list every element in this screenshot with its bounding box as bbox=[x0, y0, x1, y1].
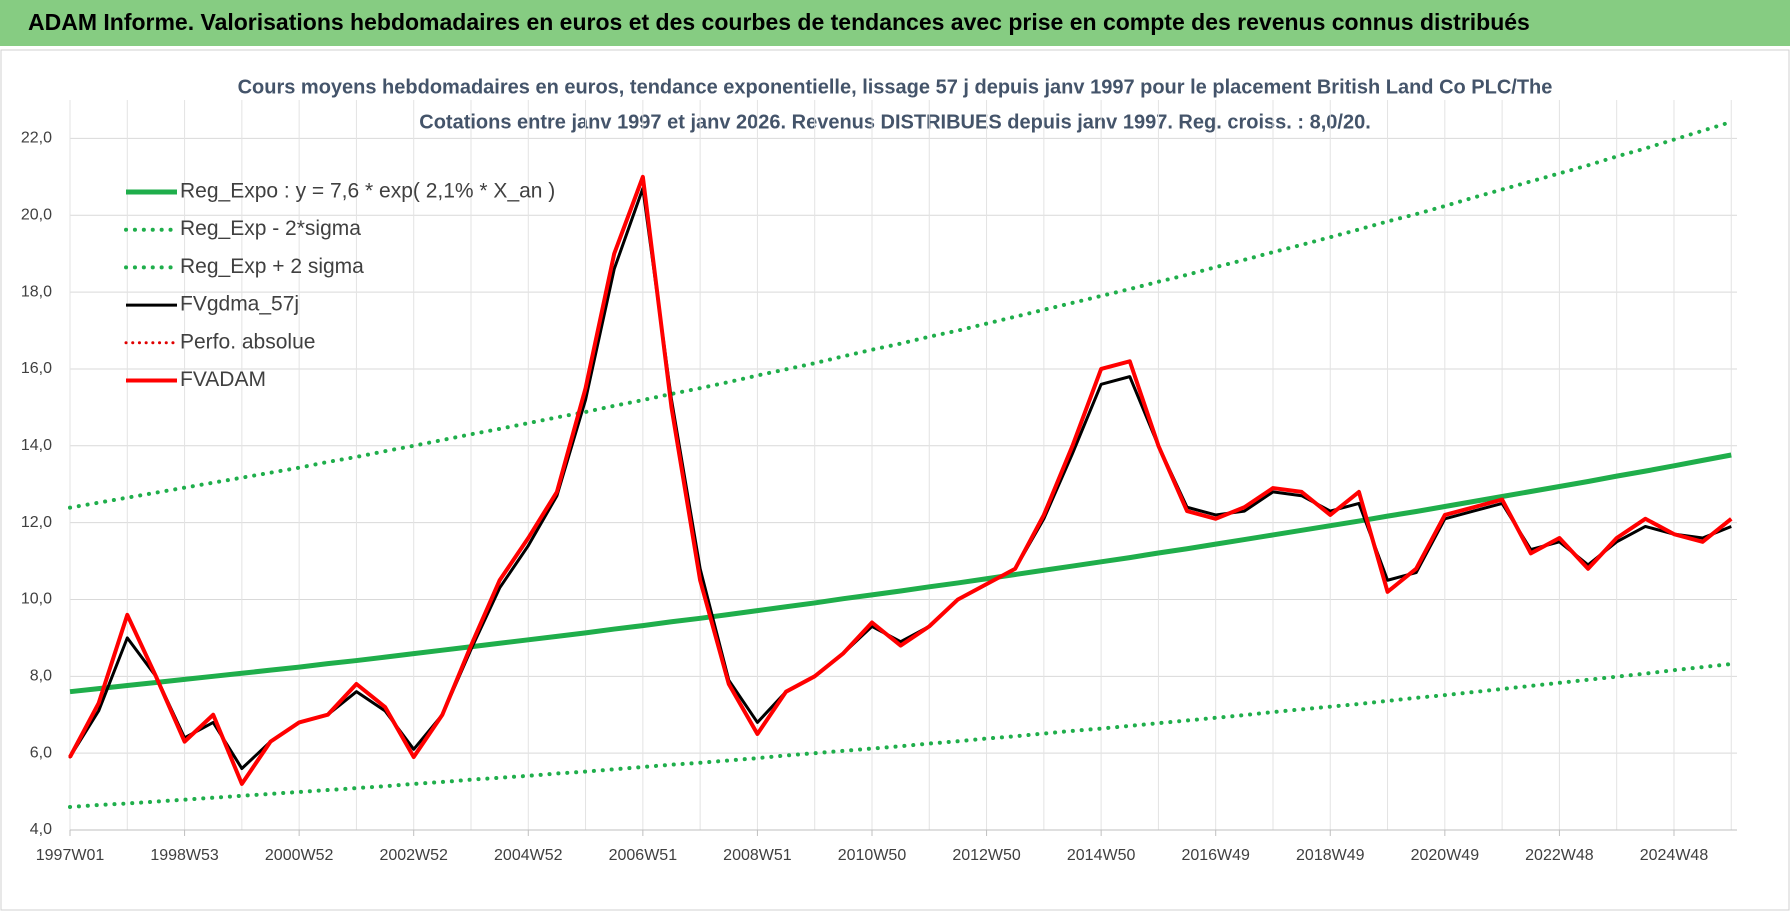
y-tick-label: 4,0 bbox=[30, 821, 52, 838]
x-tick-label: 2004W52 bbox=[494, 847, 563, 864]
x-tick-label: 1997W01 bbox=[36, 847, 105, 864]
x-tick-label: 1998W53 bbox=[150, 847, 219, 864]
y-tick-label: 12,0 bbox=[21, 514, 52, 531]
series-line bbox=[68, 119, 1734, 510]
x-tick-label: 2018W49 bbox=[1296, 847, 1365, 864]
series-line bbox=[68, 186, 1732, 771]
x-tick-label: 2016W49 bbox=[1181, 847, 1250, 864]
x-tick-label: 2010W50 bbox=[838, 847, 907, 864]
x-tick-label: 2024W48 bbox=[1640, 847, 1709, 864]
x-tick-label: 2008W51 bbox=[723, 847, 792, 864]
legend-label: FVgdma_57j bbox=[180, 293, 299, 316]
chart-frame bbox=[0, 49, 1790, 911]
legend-label: Reg_Exp - 2*sigma bbox=[180, 217, 361, 240]
y-tick-label: 14,0 bbox=[21, 437, 52, 454]
legend-label: Reg_Expo : y = 7,6 * exp( 2,1% * X_an ) bbox=[180, 180, 555, 203]
x-tick-label: 2022W48 bbox=[1525, 847, 1594, 864]
y-tick-label: 18,0 bbox=[21, 283, 52, 300]
legend: Reg_Expo : y = 7,6 * exp( 2,1% * X_an ) R… bbox=[124, 180, 555, 391]
legend-label: Reg_Exp + 2 sigma bbox=[180, 255, 364, 278]
chart-title: Cours moyens hebdomadaires en euros, ten… bbox=[238, 76, 1553, 98]
series-line bbox=[68, 662, 1734, 809]
y-tick-label: 20,0 bbox=[21, 206, 52, 223]
legend-label: FVADAM bbox=[180, 368, 266, 391]
header-bar bbox=[0, 0, 1790, 46]
x-tick-label: 2006W51 bbox=[609, 847, 678, 864]
x-tick-label: 2014W50 bbox=[1067, 847, 1136, 864]
y-tick-label: 6,0 bbox=[30, 744, 52, 761]
x-tick-label: 2012W50 bbox=[952, 847, 1021, 864]
legend-label: Perfo. absolue bbox=[180, 330, 315, 353]
header-title: ADAM Informe. Valorisations hebdomadaire… bbox=[28, 9, 1530, 35]
axes: 4,0 6,0 8,0 10,0 12,0 14,0 16,0 18,0 20,0 22,0 199… bbox=[21, 130, 1737, 864]
y-tick-label: 22,0 bbox=[21, 130, 52, 147]
y-tick-label: 16,0 bbox=[21, 360, 52, 377]
x-tick-label: 2000W52 bbox=[265, 847, 334, 864]
chart-subtitle: Cotations entre janv 1997 et janv 2026. … bbox=[419, 111, 1371, 133]
x-tick-label: 2002W52 bbox=[379, 847, 448, 864]
y-tick-label: 8,0 bbox=[30, 668, 52, 685]
y-tick-label: 10,0 bbox=[21, 591, 52, 608]
plot bbox=[68, 119, 1734, 809]
series-line bbox=[68, 174, 1733, 786]
x-tick-label: 2020W49 bbox=[1411, 847, 1480, 864]
series-line bbox=[69, 452, 1732, 695]
